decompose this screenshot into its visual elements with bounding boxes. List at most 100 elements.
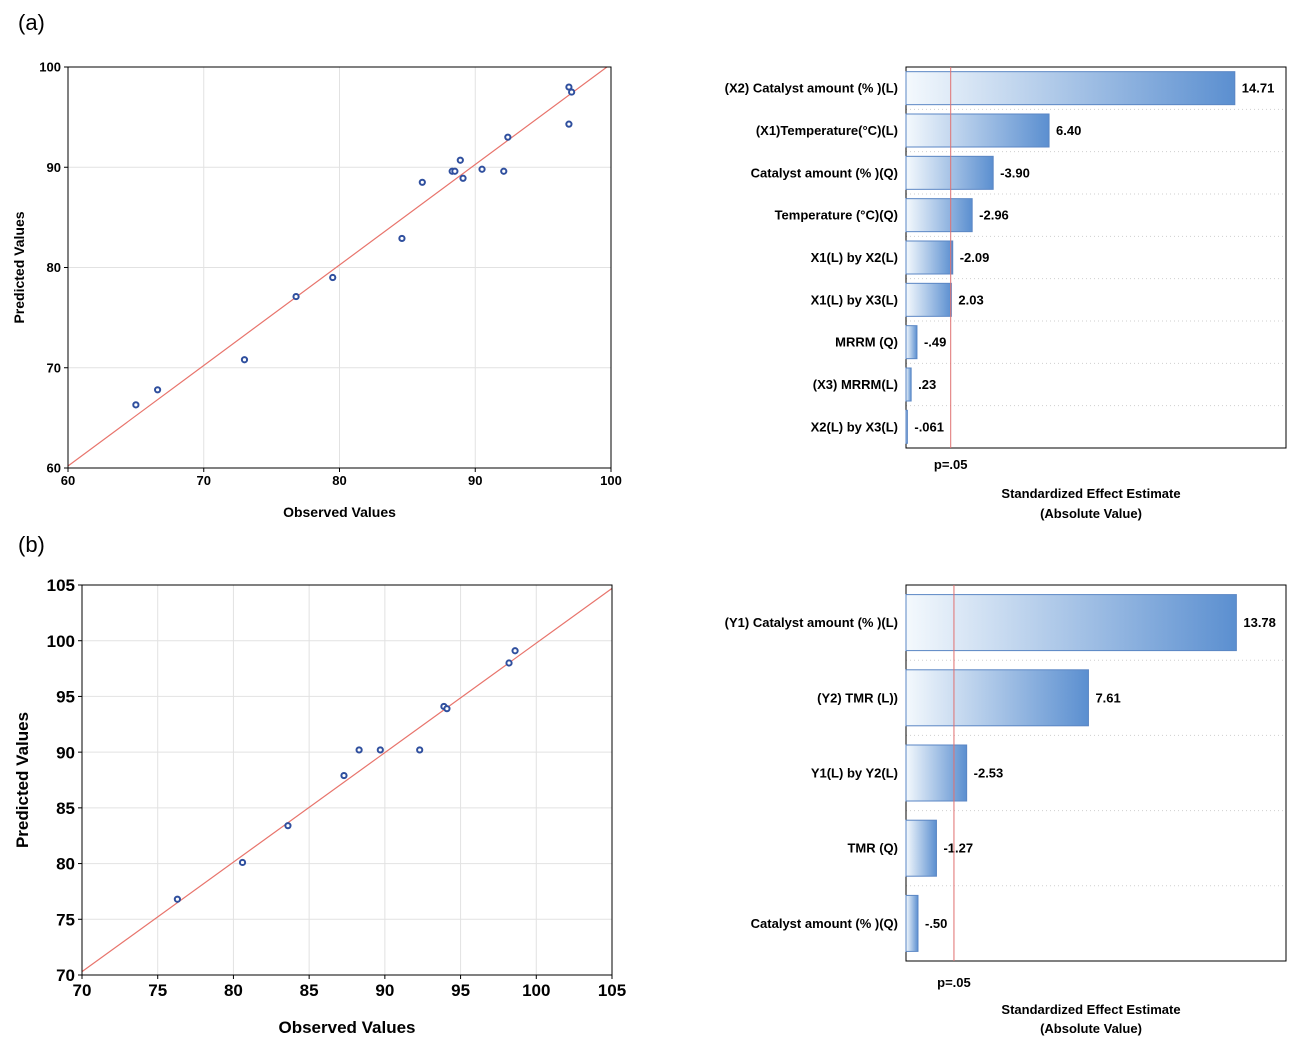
effect-bar <box>905 71 1236 106</box>
data-point <box>340 771 348 780</box>
x-axis-sublabel: (Absolute Value) <box>1040 506 1142 521</box>
y-tick-label: 75 <box>56 910 75 929</box>
data-point <box>173 895 181 903</box>
pareto-chart-a: (X2) Catalyst amount (% )(L) 14.71 (X1)Tem… <box>725 66 1287 521</box>
p-value-label: p=.05 <box>934 457 968 472</box>
bar-value-label: 7.61 <box>1095 690 1120 705</box>
effect-bar <box>905 325 918 360</box>
y-tick-label: 100 <box>39 60 61 75</box>
panel-b-label: (b) <box>18 532 45 557</box>
factor-label: MRRM (Q) <box>835 335 898 350</box>
data-point <box>451 167 459 175</box>
data-point <box>565 83 573 91</box>
y-tick-label: 85 <box>56 799 75 818</box>
effect-bar <box>905 669 1089 727</box>
y-tick-label: 70 <box>47 360 61 375</box>
scatter-chart-b: 70 75 80 85 90 95 100 105 70 75 80 85 90 95 100 105 Obse… <box>13 576 626 1037</box>
x-tick-label: 100 <box>522 981 550 1000</box>
bar-value-label: -.49 <box>924 335 946 350</box>
scatter-chart-a: 60 70 80 90 100 60 70 80 90 100 Observed Values Pre… <box>11 60 622 520</box>
factor-label: Temperature (°C)(Q) <box>775 208 898 223</box>
x-axis-sublabel: (Absolute Value) <box>1040 1021 1142 1036</box>
data-point <box>505 659 513 667</box>
data-point <box>153 386 162 394</box>
x-axis-label: Observed Values <box>283 504 396 520</box>
factor-label: (Y1) Catalyst amount (% )(L) <box>725 615 898 630</box>
data-point <box>568 88 576 96</box>
panel-a-label: (a) <box>18 10 45 35</box>
y-tick-label: 95 <box>56 688 75 707</box>
x-axis-label: Standardized Effect Estimate <box>1001 486 1180 501</box>
bar-value-label: -2.53 <box>974 766 1004 781</box>
factor-label: (X1)Temperature(°C)(L) <box>756 123 898 138</box>
x-tick-label: 60 <box>61 473 75 488</box>
bar-value-label: 2.03 <box>958 292 983 307</box>
y-tick-label: 105 <box>47 576 75 595</box>
x-tick-label: 90 <box>468 473 482 488</box>
factor-label: X1(L) by X2(L) <box>811 250 898 265</box>
data-point <box>355 746 363 754</box>
data-point <box>398 234 406 243</box>
effect-bar <box>905 282 952 317</box>
data-point <box>478 165 486 173</box>
data-point <box>292 292 300 301</box>
bar-value-label: 13.78 <box>1243 615 1276 630</box>
data-point <box>443 705 451 713</box>
effect-bar <box>905 819 937 877</box>
factor-label: Y1(L) by Y2(L) <box>811 766 898 781</box>
bar-value-label: 14.71 <box>1242 81 1275 96</box>
data-point <box>456 156 464 164</box>
x-tick-label: 90 <box>375 981 394 1000</box>
factor-label: Catalyst amount (% )(Q) <box>751 165 898 180</box>
plot-frame <box>67 66 612 469</box>
data-point <box>504 133 512 141</box>
bar-value-label: -.061 <box>914 419 944 434</box>
y-tick-label: 90 <box>56 743 75 762</box>
data-point <box>418 178 426 186</box>
fit-line <box>82 587 612 973</box>
x-axis-label: Standardized Effect Estimate <box>1001 1002 1180 1017</box>
effect-bar <box>905 113 1050 148</box>
x-tick-label: 85 <box>300 981 319 1000</box>
factor-label: X1(L) by X3(L) <box>811 292 898 307</box>
data-point <box>416 746 424 754</box>
factor-label: (X2) Catalyst amount (% )(L) <box>725 81 898 96</box>
effect-bar <box>905 409 908 444</box>
bar-value-label: -.50 <box>925 916 947 931</box>
data-point <box>500 167 508 175</box>
data-point <box>329 273 337 282</box>
y-tick-label: 70 <box>56 966 75 985</box>
x-axis-label: Observed Values <box>278 1018 415 1037</box>
effect-bar <box>905 367 912 402</box>
factor-label: X2(L) by X3(L) <box>811 419 898 434</box>
factor-label: (X3) MRRM(L) <box>813 377 898 392</box>
y-tick-label: 80 <box>56 855 75 874</box>
effect-bar <box>905 198 973 233</box>
data-point <box>459 174 467 182</box>
y-tick-label: 80 <box>47 260 61 275</box>
y-tick-label: 60 <box>47 461 61 476</box>
p-value-label: p=.05 <box>937 975 971 990</box>
bar-value-label: .23 <box>918 377 936 392</box>
factor-label: TMR (Q) <box>847 841 898 856</box>
x-tick-label: 105 <box>598 981 626 1000</box>
data-point <box>565 120 573 128</box>
effect-bar <box>905 594 1237 652</box>
bar-value-label: -2.09 <box>960 250 990 265</box>
factor-label: Catalyst amount (% )(Q) <box>751 916 898 931</box>
x-tick-label: 70 <box>73 981 92 1000</box>
y-axis-label: Predicted Values <box>11 211 27 323</box>
bar-value-label: -2.96 <box>979 208 1009 223</box>
data-point <box>240 356 249 364</box>
x-tick-label: 80 <box>332 473 346 488</box>
effect-bar <box>905 155 994 190</box>
effect-bar <box>905 744 968 802</box>
pareto-chart-b: (Y1) Catalyst amount (% )(L) 13.78 (Y2) TM… <box>725 584 1287 1036</box>
x-tick-label: 95 <box>451 981 470 1000</box>
y-axis-label: Predicted Values <box>13 712 32 848</box>
effect-bar <box>905 240 954 275</box>
fit-line <box>68 67 608 467</box>
x-tick-label: 75 <box>148 981 167 1000</box>
x-tick-label: 80 <box>224 981 243 1000</box>
